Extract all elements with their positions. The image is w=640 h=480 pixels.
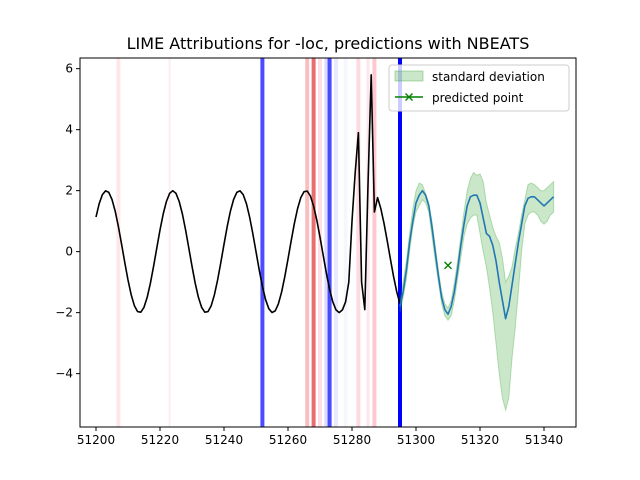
history-series-line xyxy=(95,74,401,314)
legend-predicted-label: predicted point xyxy=(432,91,524,105)
series-lines xyxy=(95,74,555,320)
y-tick-label: −2 xyxy=(55,306,73,320)
legend: standard deviation predicted point xyxy=(388,64,570,112)
y-tick-label: −4 xyxy=(55,367,73,381)
x-tick-label: 51320 xyxy=(461,433,499,447)
forecast-series-line xyxy=(399,189,555,320)
x-tick-label: 51200 xyxy=(77,433,115,447)
attribution-lines xyxy=(116,58,402,427)
x-axis-ticks: 51200 51220 51240 51260 51280 51300 51320 51340 xyxy=(77,427,563,447)
x-tick-label: 51240 xyxy=(205,433,243,447)
x-tick-label: 51220 xyxy=(141,433,179,447)
legend-std-patch xyxy=(394,70,424,82)
x-tick-label: 51340 xyxy=(525,433,563,447)
y-tick-label: 0 xyxy=(65,245,73,259)
y-tick-label: 4 xyxy=(65,123,73,137)
predicted-marker-layer xyxy=(444,261,452,270)
y-tick-label: 6 xyxy=(65,62,73,76)
x-tick-label: 51300 xyxy=(397,433,435,447)
x-tick-label: 51260 xyxy=(269,433,307,447)
legend-box xyxy=(388,64,570,112)
plot-frame xyxy=(79,57,577,428)
std-band xyxy=(399,171,555,413)
predicted-point-marker xyxy=(444,261,452,270)
x-tick-label: 51280 xyxy=(333,433,371,447)
legend-std-label: standard deviation xyxy=(432,70,545,84)
y-axis-ticks: −4 −2 0 2 4 6 xyxy=(55,62,80,381)
chart-title: LIME Attributions for -loc, predictions … xyxy=(127,34,530,53)
legend-predicted-x-icon xyxy=(405,93,413,101)
std-band-layer xyxy=(399,171,555,413)
y-tick-label: 2 xyxy=(65,184,73,198)
predicted-point-stroke xyxy=(444,261,452,270)
